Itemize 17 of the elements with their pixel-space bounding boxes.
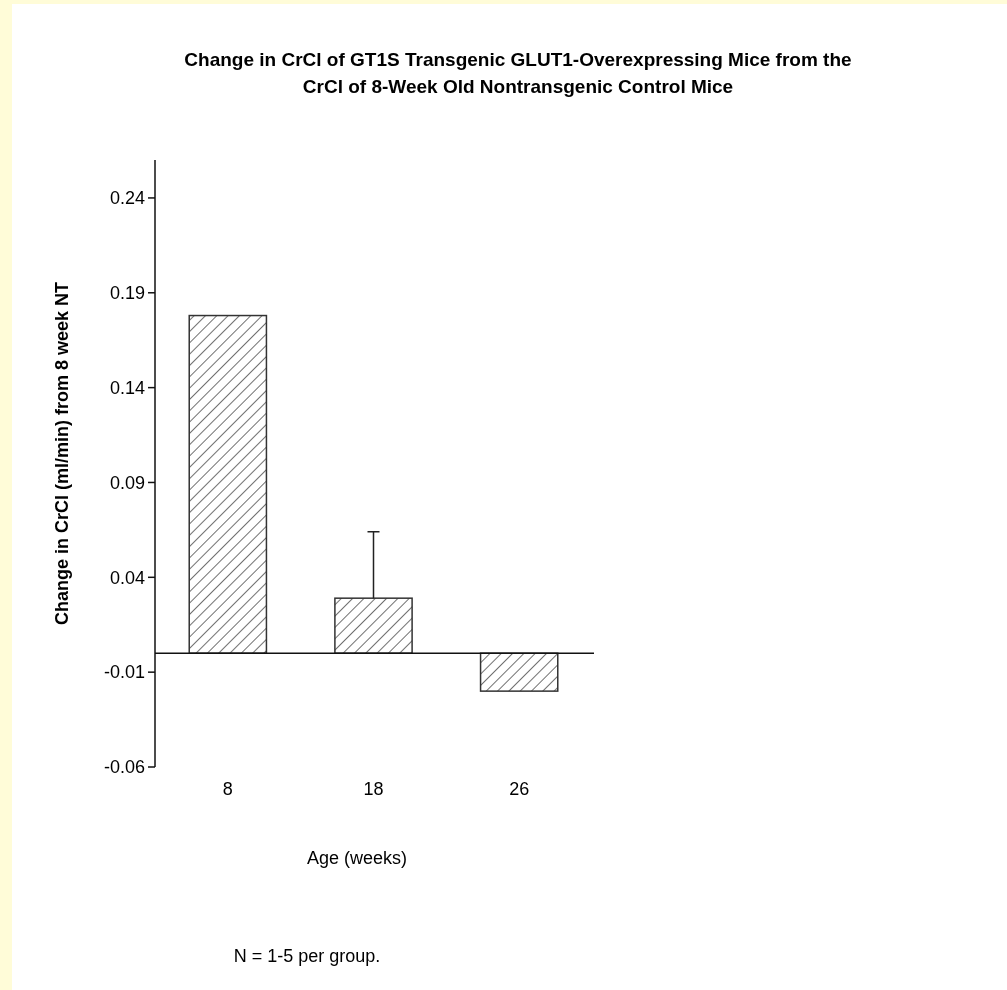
chart-title: Change in CrCl of GT1S Transgenic GLUT1-Overexpressing Mice from the CrCl of 8-Week Old Nontransgenic Control Mice (184, 49, 852, 97)
y-tick-label: -0.06 (103, 757, 145, 778)
bar (188, 314, 268, 654)
x-tick-label: 8 (222, 779, 233, 799)
y-tick-label: 0.19 (109, 283, 145, 304)
y-tick-label: 0.24 (109, 188, 145, 209)
y-axis-title: Change in CrCl (ml/min) from 8 week NT (52, 281, 72, 626)
y-tick-label: -0.01 (103, 662, 145, 683)
y-tick-label: 0.04 (109, 567, 145, 588)
bar (479, 652, 559, 692)
bar (334, 597, 413, 654)
text: N = 1-5 per group. (233, 946, 381, 966)
x-tick-label: 26 (509, 779, 530, 799)
x-tick-label: 18 (363, 779, 384, 799)
y-tick-label: 0.09 (109, 472, 145, 493)
x-axis-title: Age (weeks) (306, 848, 408, 868)
y-tick-label: 0.14 (109, 377, 145, 398)
